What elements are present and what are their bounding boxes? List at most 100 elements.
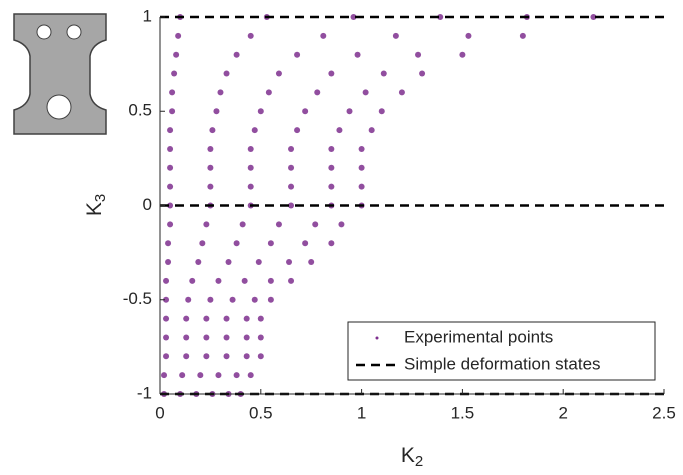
data-point bbox=[233, 372, 240, 379]
data-point bbox=[163, 277, 170, 284]
data-point bbox=[336, 127, 343, 134]
data-point bbox=[225, 259, 232, 266]
data-point bbox=[302, 240, 309, 247]
data-point bbox=[308, 259, 315, 266]
data-point bbox=[354, 51, 361, 58]
data-point bbox=[362, 89, 369, 96]
data-point bbox=[294, 127, 301, 134]
data-point bbox=[203, 353, 210, 360]
y-tick-label: 0 bbox=[143, 195, 152, 214]
data-point bbox=[328, 164, 335, 171]
data-point bbox=[209, 127, 216, 134]
data-point bbox=[241, 277, 248, 284]
data-point bbox=[519, 32, 526, 39]
data-point bbox=[358, 145, 365, 152]
data-point bbox=[203, 221, 210, 228]
data-point bbox=[275, 70, 282, 77]
y-tick-label: -0.5 bbox=[123, 289, 152, 308]
data-point bbox=[171, 70, 178, 77]
data-point bbox=[223, 353, 230, 360]
data-point bbox=[165, 240, 172, 247]
data-point bbox=[165, 259, 172, 266]
data-point bbox=[247, 183, 254, 190]
data-point bbox=[207, 164, 214, 171]
x-tick-label: 1 bbox=[357, 403, 366, 422]
specimen-icon bbox=[13, 13, 107, 135]
x-tick-label: 0 bbox=[155, 403, 164, 422]
data-point bbox=[163, 334, 170, 341]
data-point bbox=[167, 127, 174, 134]
data-point bbox=[167, 145, 174, 152]
data-point bbox=[183, 315, 190, 322]
data-point bbox=[320, 32, 327, 39]
data-point bbox=[167, 202, 174, 209]
data-point bbox=[288, 277, 295, 284]
data-point bbox=[286, 259, 293, 266]
data-point bbox=[314, 89, 321, 96]
legend-label: Simple deformation states bbox=[404, 354, 601, 373]
data-point bbox=[183, 334, 190, 341]
data-point bbox=[312, 221, 319, 228]
data-point bbox=[288, 183, 295, 190]
data-point bbox=[223, 315, 230, 322]
data-point bbox=[183, 353, 190, 360]
data-point bbox=[169, 108, 176, 115]
data-point bbox=[368, 127, 375, 134]
data-point bbox=[207, 296, 214, 303]
data-point bbox=[398, 89, 405, 96]
data-point bbox=[392, 32, 399, 39]
data-point bbox=[175, 32, 182, 39]
data-point bbox=[239, 221, 246, 228]
x-tick-label: 0.5 bbox=[249, 403, 273, 422]
data-point bbox=[288, 202, 295, 209]
data-point bbox=[163, 296, 170, 303]
data-point bbox=[419, 70, 426, 77]
data-point bbox=[257, 353, 264, 360]
data-point bbox=[257, 108, 264, 115]
data-point bbox=[213, 108, 220, 115]
legend-box bbox=[347, 321, 656, 381]
data-point bbox=[247, 164, 254, 171]
data-point bbox=[328, 70, 335, 77]
data-point bbox=[465, 32, 472, 39]
data-point bbox=[265, 89, 272, 96]
data-point bbox=[247, 145, 254, 152]
data-point bbox=[257, 334, 264, 341]
data-point bbox=[215, 372, 222, 379]
y-axis-label: K3 bbox=[83, 194, 109, 216]
data-point bbox=[415, 51, 422, 58]
data-point bbox=[251, 127, 258, 134]
data-point bbox=[247, 32, 254, 39]
data-point bbox=[167, 221, 174, 228]
data-point bbox=[243, 353, 250, 360]
data-point bbox=[255, 259, 262, 266]
data-point bbox=[217, 89, 224, 96]
data-point bbox=[179, 372, 186, 379]
x-tick-label: 1.5 bbox=[451, 403, 475, 422]
data-point bbox=[328, 183, 335, 190]
data-point bbox=[203, 334, 210, 341]
data-point bbox=[328, 240, 335, 247]
legend-swatch bbox=[375, 336, 379, 340]
data-point bbox=[267, 240, 274, 247]
data-point bbox=[189, 277, 196, 284]
data-point bbox=[294, 51, 301, 58]
data-point bbox=[437, 14, 444, 20]
data-point bbox=[257, 315, 264, 322]
x-axis-label: K2 bbox=[401, 444, 423, 470]
data-point bbox=[197, 372, 204, 379]
data-point bbox=[167, 183, 174, 190]
data-point bbox=[346, 108, 353, 115]
data-point bbox=[358, 183, 365, 190]
data-point bbox=[161, 372, 168, 379]
data-point bbox=[167, 164, 174, 171]
data-point bbox=[207, 183, 214, 190]
x-tick-label: 2 bbox=[558, 403, 567, 422]
legend: Experimental points Simple deformation st… bbox=[347, 321, 656, 381]
data-point bbox=[338, 221, 345, 228]
data-point bbox=[275, 221, 282, 228]
data-point bbox=[590, 14, 597, 20]
data-point bbox=[358, 164, 365, 171]
data-point bbox=[243, 315, 250, 322]
